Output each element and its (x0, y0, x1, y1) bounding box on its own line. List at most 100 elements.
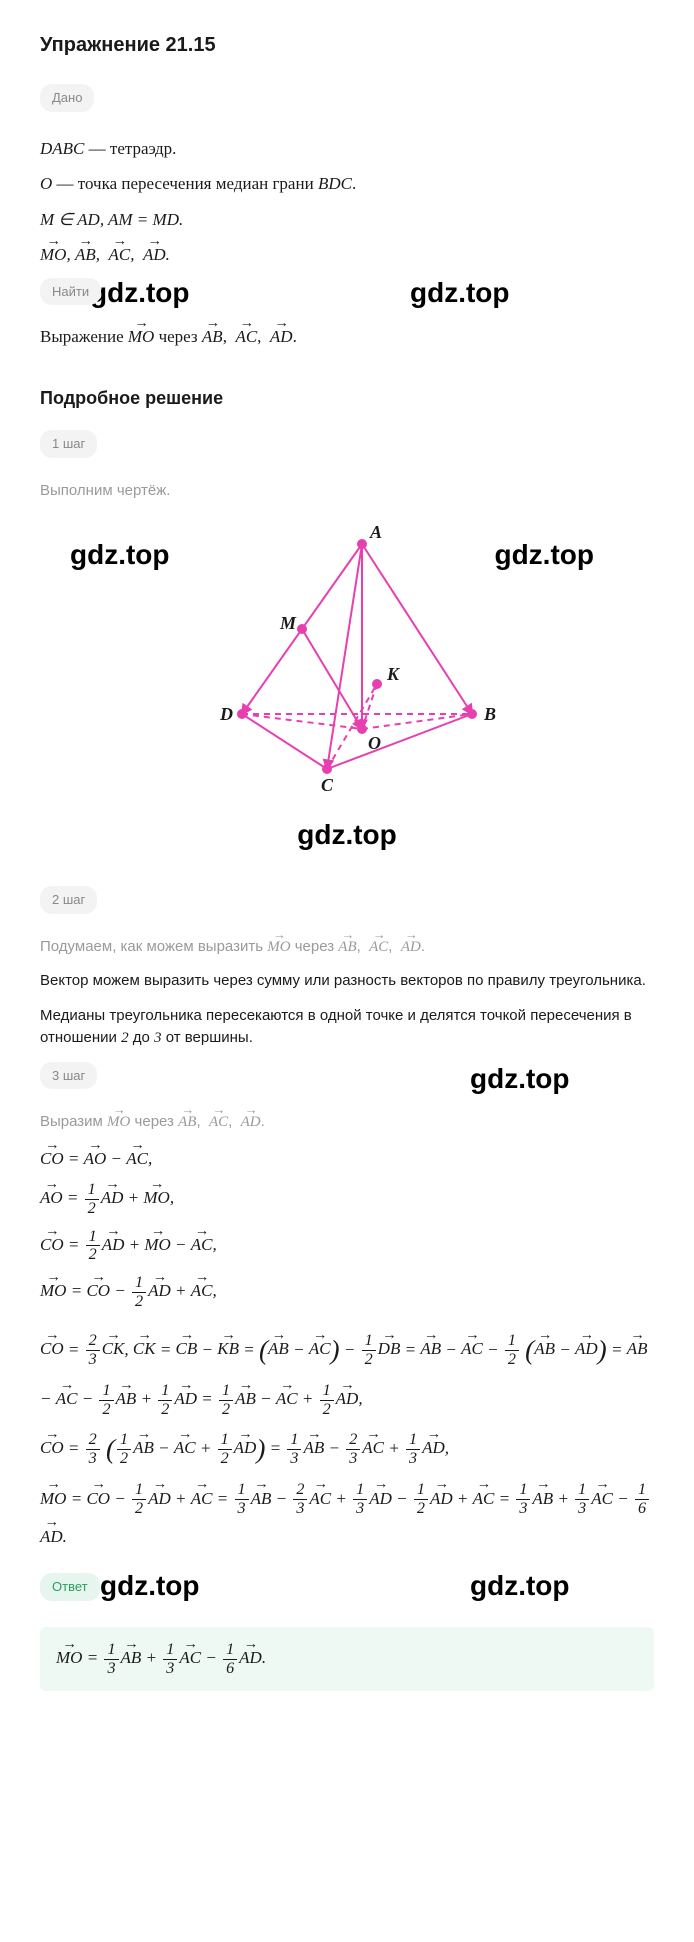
vector-mo: MO (267, 936, 290, 959)
v: AB (133, 1435, 154, 1461)
d: 2 (505, 1351, 519, 1369)
vector-ac: AC (108, 242, 130, 268)
d: 3 (346, 1450, 360, 1468)
d: 2 (132, 1293, 146, 1311)
step3-line-1: Выразим MO через AB, AC, AD. (40, 1111, 654, 1134)
d: 3 (406, 1450, 420, 1468)
vector-ab: AB (75, 242, 96, 268)
v: AC (362, 1435, 384, 1461)
given-line-2: O — точка пересечения медиан грани BDC. (40, 171, 654, 197)
eq-co-3: CO = 23 (12AB − AC + 12AD) = 13AB − 23AC… (40, 1429, 654, 1470)
d: 2 (132, 1500, 146, 1518)
v: AB (534, 1330, 555, 1367)
v: CO (40, 1146, 64, 1172)
v: AD (336, 1380, 359, 1417)
svg-text:A: A (369, 522, 382, 542)
step2-p2: Медианы треугольника пересекаются в одно… (40, 1005, 654, 1050)
n: 1 (516, 1481, 530, 1500)
d: 2 (117, 1450, 131, 1468)
n: 1 (235, 1481, 249, 1500)
d: 6 (635, 1500, 649, 1518)
text: BDC (318, 174, 352, 193)
v: AB (303, 1435, 324, 1461)
text: Выражение (40, 327, 128, 346)
d: 2 (218, 1450, 232, 1468)
svg-text:B: B (483, 704, 496, 724)
d: 3 (516, 1500, 530, 1518)
v: AC (473, 1480, 495, 1517)
d: 3 (575, 1500, 589, 1518)
eq-co-ck: CO = 23CK, CK = CB − KB = (AB − AC) − 12… (40, 1321, 654, 1419)
tag-answer: Ответ (40, 1573, 100, 1601)
eq-co-2: CO = 12AD + MO − AC, (40, 1228, 654, 1265)
watermark: gdz.top (297, 814, 397, 856)
page-title: Упражнение 21.15 (40, 30, 654, 60)
tag-find: Найти (40, 278, 101, 306)
vector-mo: MO (40, 242, 66, 268)
text: . (421, 938, 425, 955)
v: AO (40, 1185, 63, 1211)
d: 2 (320, 1401, 334, 1419)
v: KB (217, 1330, 239, 1367)
v: AC (591, 1480, 613, 1517)
n: 1 (353, 1481, 367, 1500)
n: 2 (86, 1431, 100, 1450)
v: AB (251, 1480, 272, 1517)
tag-step-2: 2 шаг (40, 886, 97, 914)
vector-ac: AC (369, 936, 388, 959)
tag-step-3: 3 шаг (40, 1062, 97, 1090)
v: AC (461, 1330, 483, 1367)
v: AD (148, 1480, 171, 1517)
n: 1 (287, 1431, 301, 1450)
text: через (135, 1113, 179, 1130)
watermark: gdz.top (470, 1565, 570, 1607)
figure-container: gdz.top gdz.top ABCDMKO gdz.top (40, 514, 654, 856)
d: 2 (99, 1401, 113, 1419)
n: 2 (346, 1431, 360, 1450)
tetrahedron-figure: ABCDMKO (187, 514, 507, 804)
eq-ao: AO = 12AD + MO, (40, 1181, 654, 1218)
d: 6 (223, 1660, 237, 1678)
d: 2 (85, 1200, 99, 1218)
v: AD (174, 1380, 197, 1417)
text: Подумаем, как можем выразить (40, 938, 267, 955)
v: CO (40, 1330, 64, 1367)
n: 1 (414, 1481, 428, 1500)
text: — точка пересечения медиан грани (52, 174, 318, 193)
d: 3 (235, 1500, 249, 1518)
watermark: gdz.top (70, 534, 170, 576)
n: 1 (86, 1228, 100, 1247)
v: AD (102, 1232, 125, 1258)
v: AC (276, 1380, 298, 1417)
d: 2 (86, 1246, 100, 1264)
n: 1 (219, 1382, 233, 1401)
vector-ad: AD (270, 324, 293, 350)
v: CO (40, 1232, 64, 1258)
n: 1 (99, 1382, 113, 1401)
n: 1 (575, 1481, 589, 1500)
v: MO (143, 1185, 169, 1211)
vector-mo: MO (107, 1111, 130, 1134)
text: 2 (121, 1030, 129, 1046)
text: . (261, 1113, 265, 1130)
n: 1 (85, 1181, 99, 1200)
svg-text:C: C (321, 775, 334, 795)
text: от вершины. (162, 1029, 253, 1046)
n: 1 (635, 1481, 649, 1500)
svg-text:M: M (279, 613, 297, 633)
vector-ad: AD (401, 936, 421, 959)
d: 3 (287, 1450, 301, 1468)
text: . (352, 174, 356, 193)
d: 3 (293, 1500, 307, 1518)
v: AD (239, 1645, 262, 1671)
n: 1 (218, 1431, 232, 1450)
v: CK (102, 1330, 125, 1367)
tag-step-1: 1 шаг (40, 430, 97, 458)
watermark: gdz.top (100, 1565, 200, 1607)
vector-ad: AD (143, 242, 166, 268)
text: 3 (154, 1030, 162, 1046)
text: — тетраэдр. (84, 139, 176, 158)
v: CO (86, 1480, 110, 1517)
d: 3 (163, 1660, 177, 1678)
v: AO (84, 1146, 107, 1172)
